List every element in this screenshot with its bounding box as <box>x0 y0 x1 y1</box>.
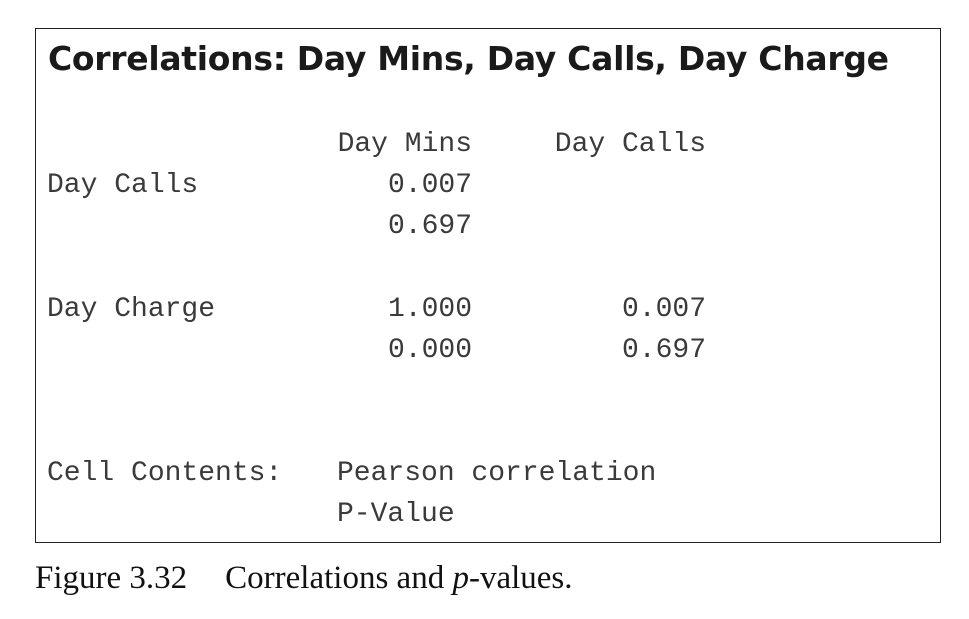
p-value: 0.697 <box>387 211 472 242</box>
caption-text-end: -values. <box>468 560 573 596</box>
row-label-day-charge: Day Charge <box>47 294 216 325</box>
cell-contents-label: Cell Contents: <box>47 458 283 489</box>
correlation-value: 1.000 <box>387 294 472 325</box>
figure-caption: Figure 3.32 Correlations and p-values. <box>35 560 573 597</box>
p-value: 0.697 <box>621 335 706 366</box>
cell-contents-line: P-Value <box>337 499 455 530</box>
p-value: 0.000 <box>387 335 472 366</box>
row-label-day-calls: Day Calls <box>47 170 199 201</box>
minitab-output-box: Correlations: Day Mins, Day Calls, Day C… <box>35 28 941 543</box>
correlation-value: 0.007 <box>621 294 706 325</box>
column-header-day-calls: Day Calls <box>554 129 706 160</box>
column-header-day-mins: Day Mins <box>337 129 472 160</box>
correlation-value: 0.007 <box>387 170 472 201</box>
output-title: Correlations: Day Mins, Day Calls, Day C… <box>48 39 889 78</box>
caption-text: Correlations and <box>225 560 453 596</box>
cell-contents-line: Pearson correlation <box>337 458 657 489</box>
figure-number: Figure 3.32 <box>35 560 188 596</box>
caption-italic-p: p <box>452 560 469 596</box>
